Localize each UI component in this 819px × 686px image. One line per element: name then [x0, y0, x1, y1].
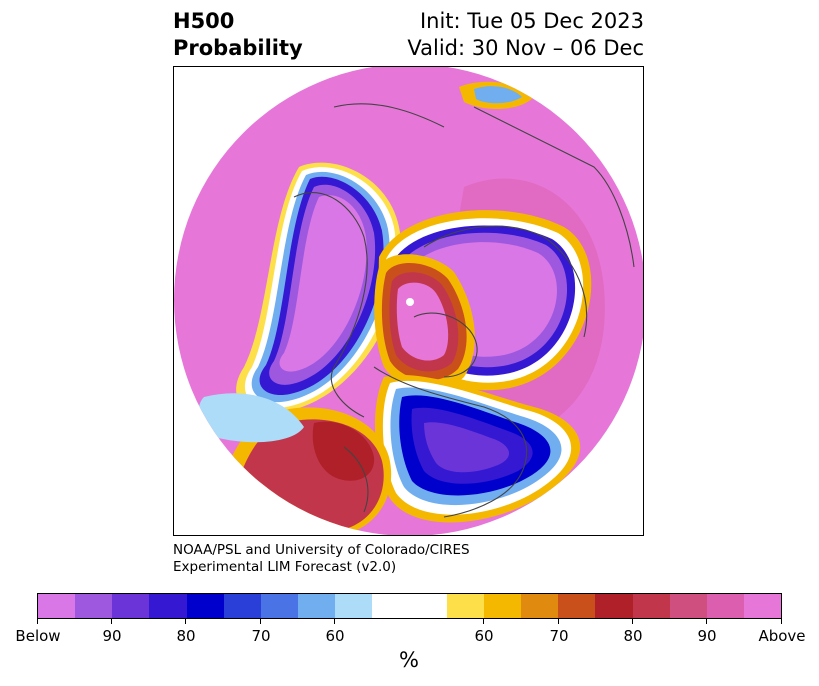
colorbar-segment [521, 594, 559, 618]
title-quantity: Probability [173, 36, 303, 60]
colorbar-tick-mark [334, 619, 335, 624]
colorbar-segment [112, 594, 150, 618]
title-variable: H500 [173, 9, 235, 33]
colorbar-segment [335, 594, 373, 618]
colorbar-tick-label: 60 [325, 627, 345, 645]
colorbar-tick-label: Below [15, 627, 61, 645]
colorbar-tick-label: 70 [549, 627, 569, 645]
credit-line-2: Experimental LIM Forecast (v2.0) [173, 559, 397, 575]
credit-line-1: NOAA/PSL and University of Colorado/CIRE… [173, 542, 470, 558]
colorbar-tick-label: Above [758, 627, 806, 645]
valid-range: Valid: 30 Nov – 06 Dec [407, 36, 644, 60]
credit-text: NOAA/PSL and University of Colorado/CIRE… [173, 542, 470, 576]
colorbar-tick-label: 90 [697, 627, 717, 645]
colorbar-tick-mark [111, 619, 112, 624]
title-left: H500 Probability [173, 8, 303, 62]
colorbar-tick-label: 80 [176, 627, 196, 645]
map-panel [173, 66, 644, 536]
colorbar-segment [669, 594, 707, 618]
colorbar-segment [149, 594, 187, 618]
colorbar-tick-mark [558, 619, 559, 624]
colorbar-segment [298, 594, 336, 618]
colorbar-segment [409, 594, 447, 618]
colorbar-segment [558, 594, 596, 618]
colorbar-segment [595, 594, 633, 618]
colorbar-segment [38, 594, 76, 618]
probability-map [174, 67, 643, 535]
colorbar-tick-mark [706, 619, 707, 624]
colorbar-tick-mark [483, 619, 484, 624]
colorbar-tick-mark [781, 619, 782, 624]
colorbar-tick-label: 70 [251, 627, 271, 645]
colorbar-tick-label: 80 [623, 627, 643, 645]
colorbar-tick-mark [260, 619, 261, 624]
colorbar-segment [632, 594, 670, 618]
colorbar-units: % [399, 648, 419, 672]
colorbar-tick-mark [185, 619, 186, 624]
colorbar-segment [260, 594, 299, 618]
title-right: Init: Tue 05 Dec 2023 Valid: 30 Nov – 06… [407, 8, 644, 62]
init-date: Init: Tue 05 Dec 2023 [419, 9, 644, 33]
colorbar-segment [75, 594, 113, 618]
colorbar [37, 593, 782, 619]
colorbar-segment [223, 594, 261, 618]
colorbar-tick-label: 60 [474, 627, 494, 645]
colorbar-tick-mark [632, 619, 633, 624]
colorbar-segment [446, 594, 484, 618]
colorbar-segment [483, 594, 522, 618]
colorbar-segment [372, 594, 410, 618]
colorbar-segment [706, 594, 744, 618]
colorbar-segment [743, 594, 782, 618]
colorbar-tick-label: 90 [102, 627, 122, 645]
colorbar-segment [186, 594, 224, 618]
colorbar-tick-mark [37, 619, 38, 624]
